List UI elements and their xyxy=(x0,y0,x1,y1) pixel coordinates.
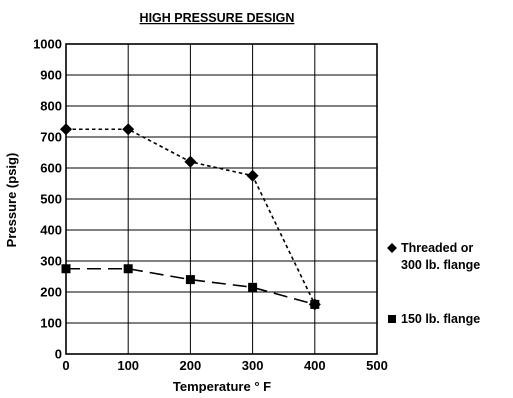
data-point-square xyxy=(310,299,320,309)
legend-label: 300 lb. flange xyxy=(401,258,480,272)
y-tick-label: 600 xyxy=(40,161,62,176)
x-tick-label: 500 xyxy=(366,358,388,373)
y-tick-label: 700 xyxy=(40,130,62,145)
legend-square-marker xyxy=(388,315,396,323)
data-point-diamond xyxy=(184,155,197,168)
axes: 0 100 200 300 400 500 600 700 800 900 1000 0 100 200 3… xyxy=(33,37,388,374)
data-point-diamond xyxy=(122,123,135,136)
x-tick-label: 300 xyxy=(242,358,264,373)
legend: Threaded or 300 lb. flange 150 lb. flange xyxy=(387,241,480,326)
data-point-diamond xyxy=(60,123,72,136)
data-point-square xyxy=(123,264,133,274)
y-tick-label: 0 xyxy=(55,347,62,362)
series-layer xyxy=(60,123,321,311)
x-tick-label: 100 xyxy=(117,358,139,373)
x-axis-title: Temperature ° F xyxy=(173,379,271,393)
y-tick-label: 100 xyxy=(40,316,62,331)
legend-label: Threaded or xyxy=(401,241,473,255)
y-tick-label: 400 xyxy=(40,223,62,238)
data-point-square xyxy=(61,264,71,274)
legend-diamond-marker xyxy=(387,243,397,253)
y-tick-label: 200 xyxy=(40,285,62,300)
data-point-square xyxy=(185,275,195,285)
x-tick-label: 200 xyxy=(180,358,202,373)
x-tick-label: 0 xyxy=(62,358,69,373)
x-tick-label: 400 xyxy=(304,358,326,373)
data-point-diamond xyxy=(246,169,259,182)
y-tick-label: 300 xyxy=(40,254,62,269)
y-tick-label: 1000 xyxy=(33,37,62,52)
plot-frame xyxy=(65,43,378,355)
y-axis-title: Pressure (psig) xyxy=(4,153,19,248)
y-tick-label: 900 xyxy=(40,68,62,83)
legend-label: 150 lb. flange xyxy=(401,312,480,326)
grid xyxy=(65,43,378,355)
y-tick-label: 800 xyxy=(40,99,62,114)
chart-title: HIGH PRESSURE DESIGN xyxy=(140,11,295,25)
data-point-square xyxy=(248,282,258,292)
y-tick-label: 500 xyxy=(40,192,62,207)
